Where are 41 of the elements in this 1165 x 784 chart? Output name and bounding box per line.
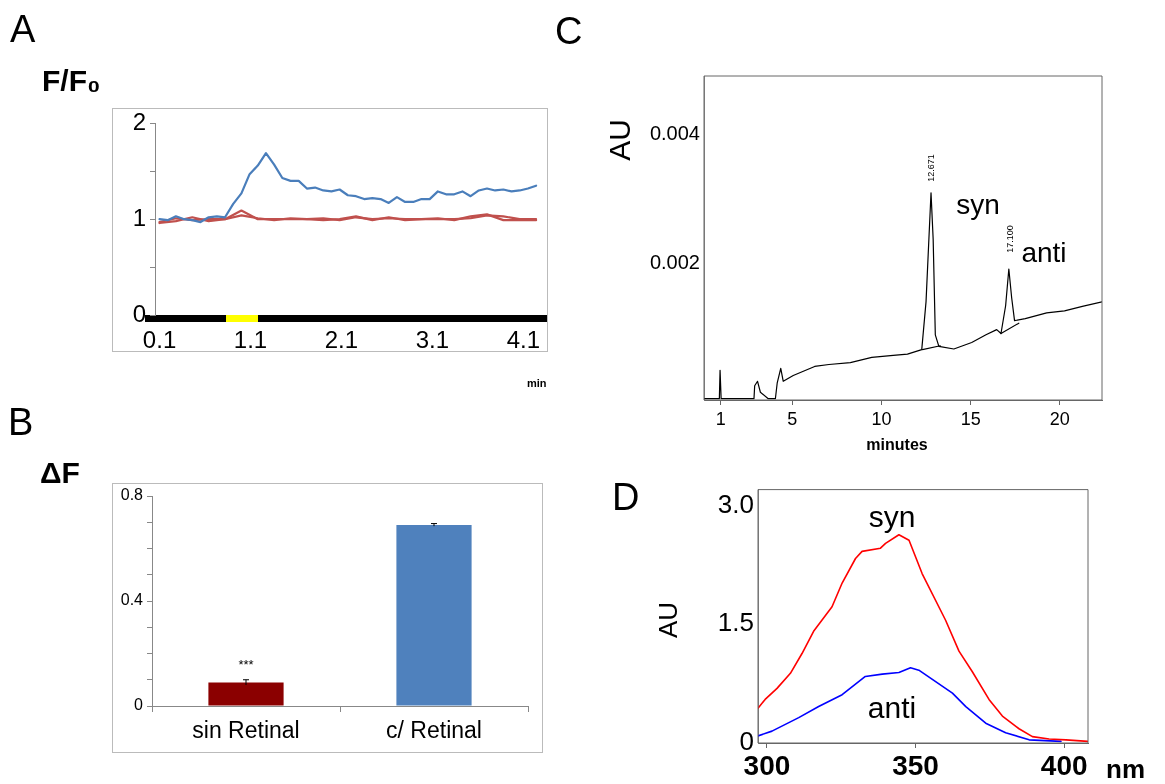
chart-title: C [555,10,583,52]
x-axis-title: minutes [866,436,928,453]
y-tick-label: 0.002 [649,250,700,273]
y-tick-label: 0.8 [120,486,144,504]
y-axis-title: AU [653,601,683,639]
y-axis-title: ΔF [40,456,80,489]
x-tick-label: 1.1 [233,326,268,354]
x-tick-label: c/ Retinal [386,717,482,744]
x-tick-label: 2.1 [324,326,359,354]
y-tick-label: 1.5 [717,607,754,638]
chart-title: D [612,476,640,518]
y-tick-label: 0 [134,696,144,714]
y-axis-title: F/F₀ [42,64,101,97]
y-axis-title: AU [603,119,636,161]
x-tick-label: sin Retinal [192,717,300,744]
annotation: syn [868,500,916,533]
y-tick-label: 0.004 [649,121,700,144]
x-tick-label: 15 [960,408,981,429]
x-tick-label: 350 [892,749,939,781]
annotation: syn [956,189,1000,220]
x-tick-label: 20 [1049,408,1070,429]
x-tick-label: 5 [787,408,798,429]
chart-title: B [8,401,34,443]
y-tick-label: 0 [132,299,146,327]
x-tick-label: 4.1 [506,326,541,354]
y-tick-label: 2 [132,108,146,136]
annotation: anti [1021,237,1067,268]
x-tick-label: 3.1 [415,326,450,354]
y-tick-label: 3.0 [717,488,754,519]
y-tick-label: 0.4 [120,591,144,609]
y-tick-label: 1 [132,203,146,231]
x-axis-title: nm [1106,754,1145,784]
chart-title: A [10,8,36,50]
annotation: *** [238,656,254,672]
annotation: 12.671 [925,154,936,182]
x-axis-title: min [527,377,547,389]
x-tick-label: 10 [871,408,892,429]
annotation: anti [867,691,917,724]
annotation: 17.100 [1004,225,1015,253]
x-tick-label: 400 [1040,749,1088,781]
x-tick-label: 0.1 [142,326,177,354]
